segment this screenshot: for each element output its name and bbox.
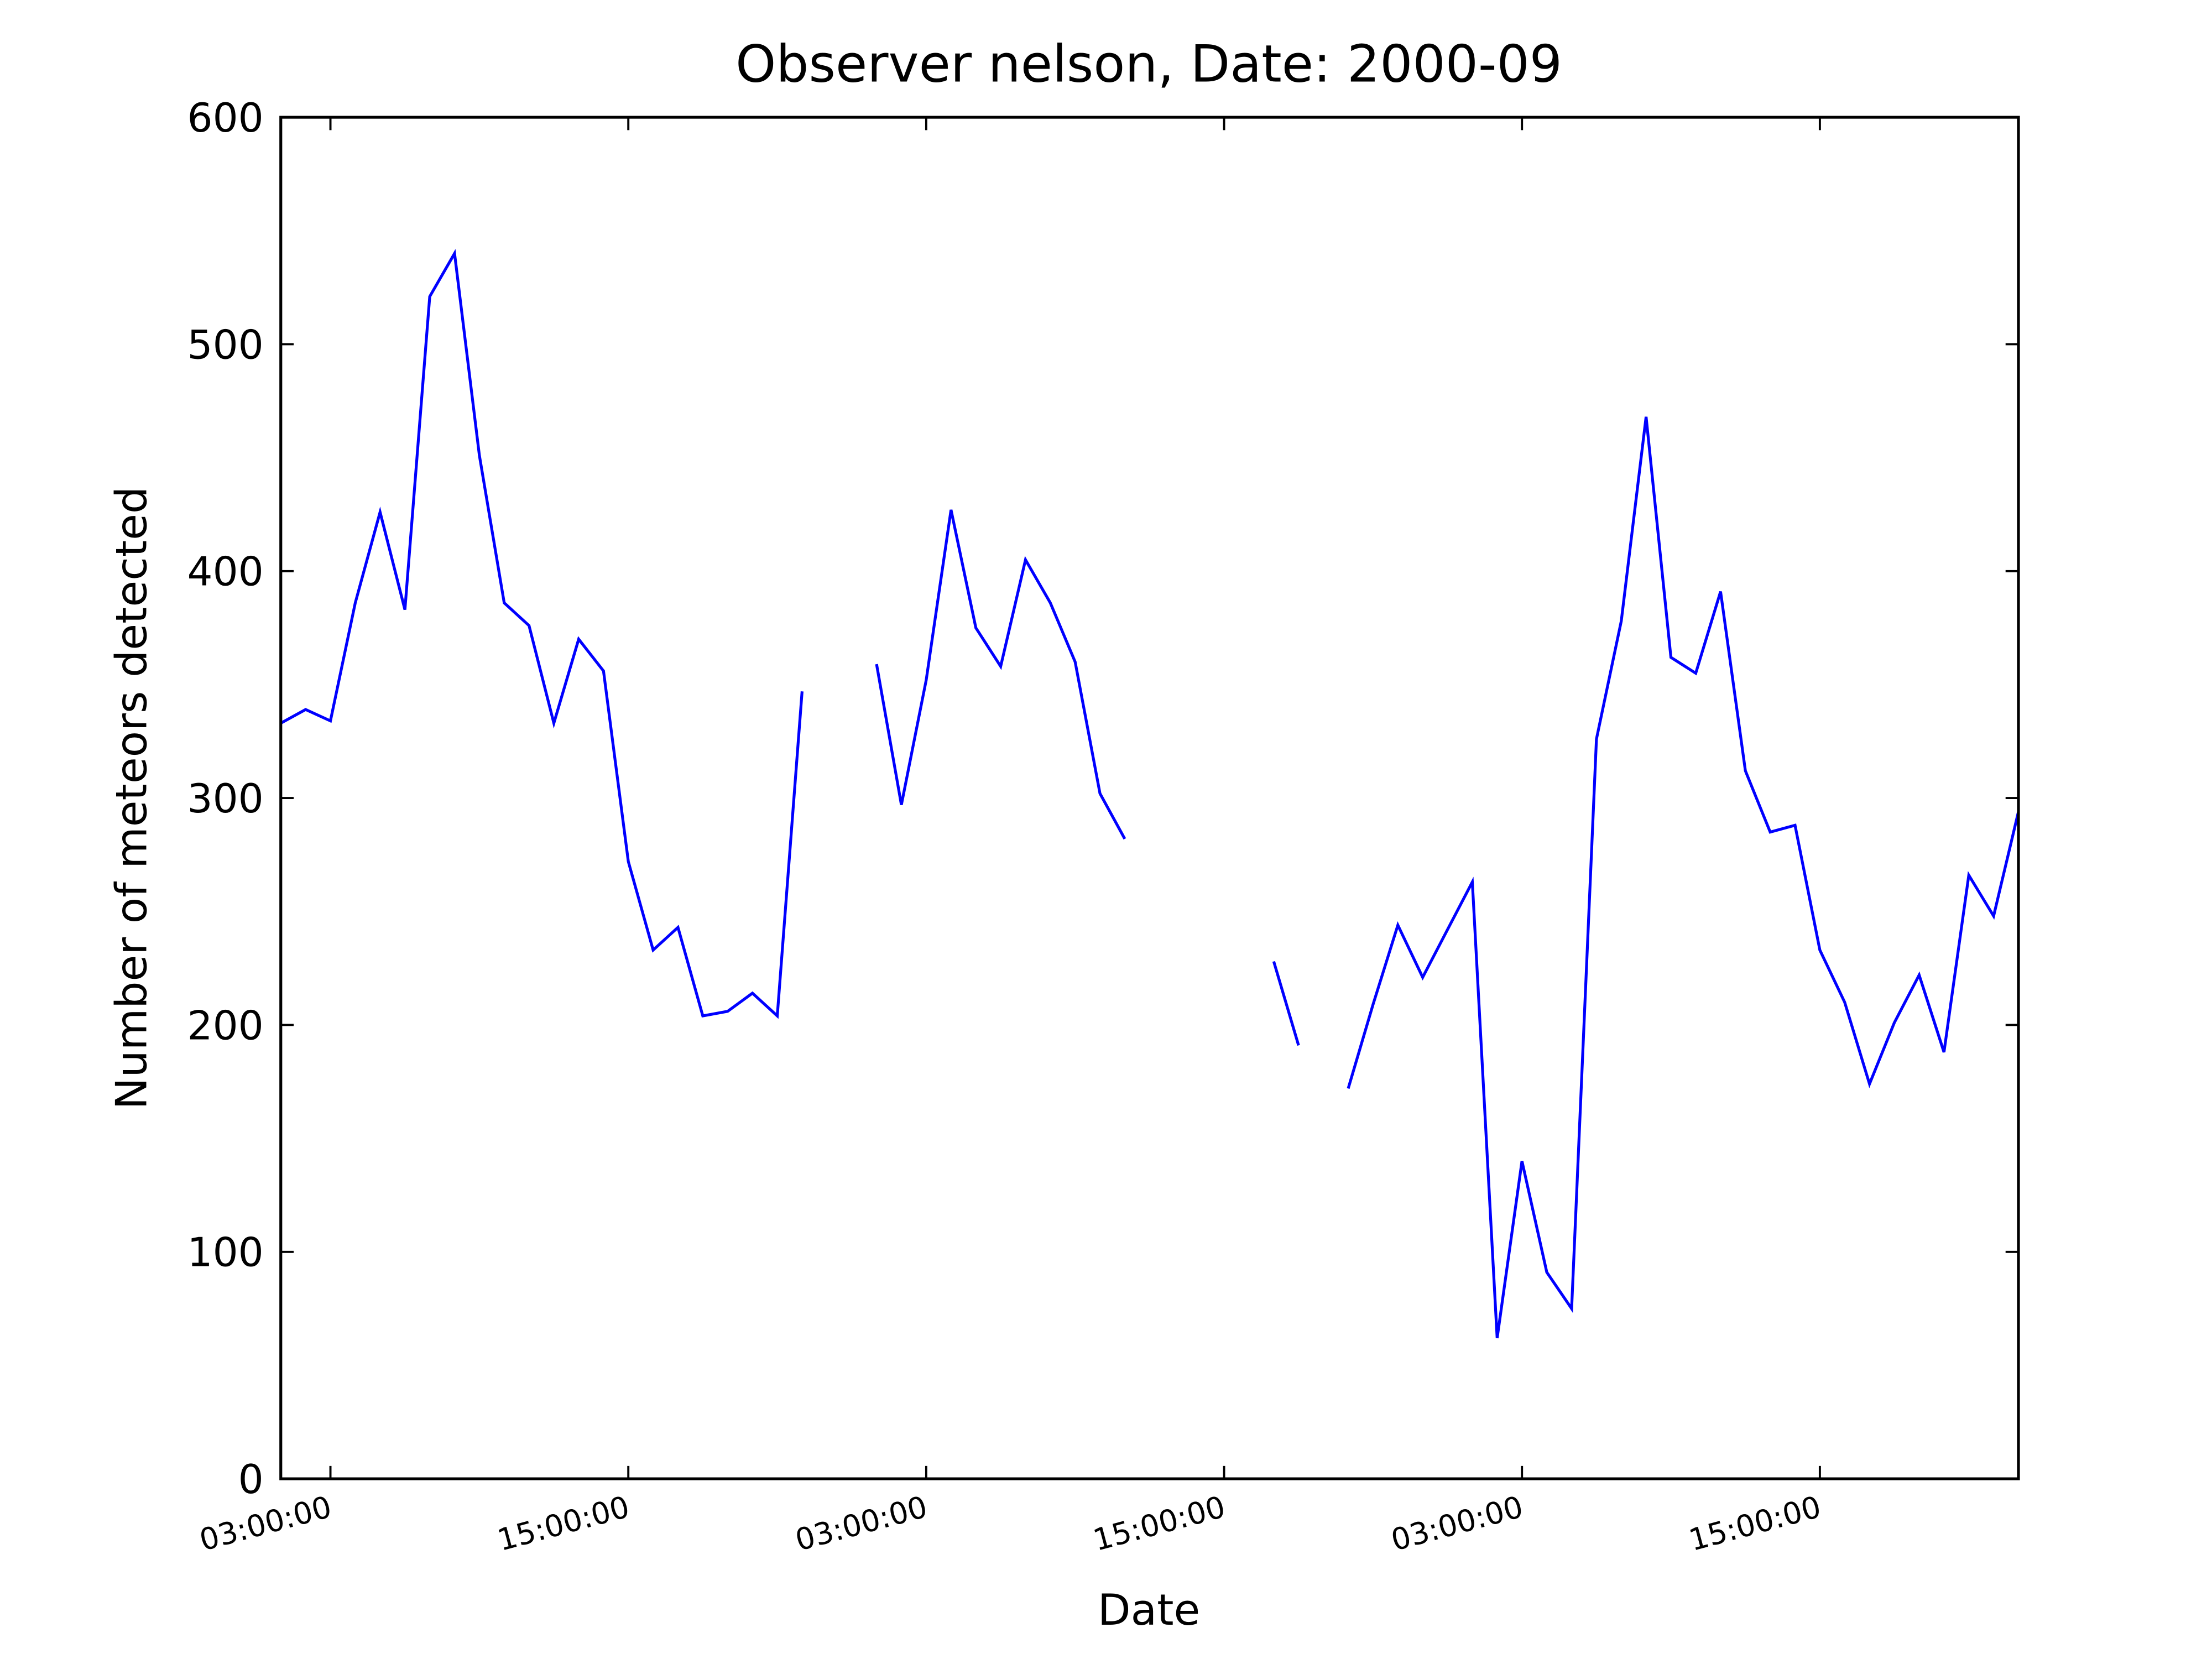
y-axis-label: Number of meteors detected	[107, 487, 157, 1110]
data-line	[280, 249, 804, 1019]
data-line	[1272, 961, 1300, 1046]
data-line	[875, 509, 1126, 840]
y-tick-label: 0	[238, 1457, 264, 1503]
y-tick-label: 300	[187, 776, 264, 822]
data-line	[1347, 416, 2020, 1339]
y-tick-label: 200	[187, 1003, 264, 1049]
x-axis-label: Date	[1098, 1585, 1200, 1635]
y-tick-label: 600	[187, 95, 264, 142]
chart-title: Observer nelson, Date: 2000-09	[735, 34, 1562, 93]
y-tick-label: 500	[187, 322, 264, 368]
y-tick-label: 100	[187, 1230, 264, 1276]
plot-frame	[279, 116, 2020, 1480]
y-tick-label: 400	[187, 549, 264, 596]
